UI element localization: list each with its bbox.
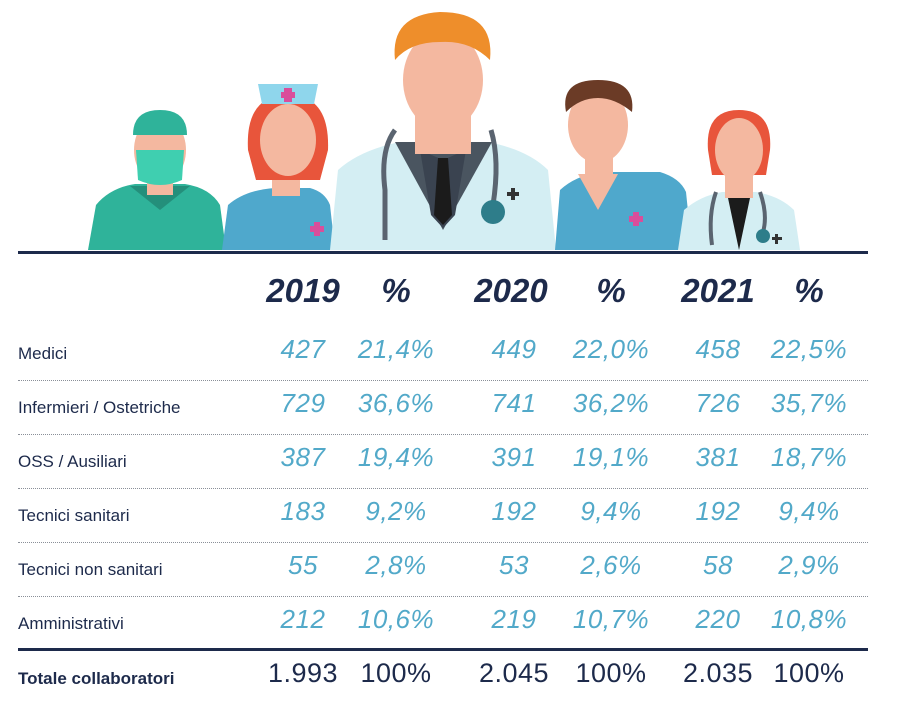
cell-2019-percent: 10,6% [357,604,435,634]
female-doctor-figure [678,110,800,250]
total-2021-percent: 100% [773,658,845,688]
table-row: Medici 427 21,4% 449 22,0% 458 22,5% [18,326,868,381]
cell-2019: 387 [280,442,326,472]
cell-2019-percent: 19,4% [357,442,435,472]
table-row: Amministrativi 212 10,6% 219 10,7% 220 1… [18,596,868,650]
table-row: Tecnici non sanitari 55 2,8% 53 2,6% 58 … [18,542,868,597]
total-2020: 2.045 [478,658,550,688]
cell-2021: 192 [695,496,741,526]
table-row: Infermieri / Ostetriche 729 36,6% 741 36… [18,380,868,435]
cell-2020-percent: 2,6% [580,550,642,580]
total-2019-percent: 100% [360,658,432,688]
total-label: Totale collaboratori [18,669,175,688]
cell-2021: 381 [695,442,741,472]
cell-2020: 449 [491,334,537,364]
cell-2020: 219 [491,604,537,634]
row-label: Tecnici non sanitari [18,560,163,579]
cell-2020: 192 [491,496,537,526]
total-2021: 2.035 [682,658,754,688]
cell-2020: 391 [491,442,537,472]
header-year-2020: 2020 [474,272,548,309]
cell-2021: 726 [695,388,741,418]
table-row: OSS / Ausiliari 387 19,4% 391 19,1% 381 … [18,434,868,489]
cell-2020-percent: 9,4% [580,496,642,526]
nurse-figure [222,84,335,250]
cell-2019: 55 [288,550,318,580]
doctor-figure [330,12,556,250]
cell-2019: 183 [280,496,326,526]
cell-2019-percent: 21,4% [357,334,435,364]
table-row: Tecnici sanitari 183 9,2% 192 9,4% 192 9… [18,488,868,543]
total-row: Totale collaboratori 1.993 100% 2.045 10… [18,652,868,706]
cell-2019: 427 [280,334,326,364]
cell-2020-percent: 22,0% [572,334,650,364]
row-label: Amministrativi [18,614,124,633]
cell-2021-percent: 22,5% [770,334,848,364]
total-2020-percent: 100% [575,658,647,688]
cell-2019: 212 [280,604,326,634]
cell-2020-percent: 36,2% [572,388,650,418]
cell-2020: 53 [499,550,529,580]
cell-2021-percent: 9,4% [778,496,840,526]
total-2019: 1.993 [267,658,339,688]
cell-2021-percent: 35,7% [770,388,848,418]
surgeon-figure [88,110,226,250]
header-year-2021: 2021 [681,272,755,309]
row-label: Tecnici sanitari [18,506,130,525]
header-percent-2019: % [381,272,411,309]
cell-2020: 741 [491,388,537,418]
cell-2021-percent: 2,9% [778,550,840,580]
cell-2019-percent: 2,8% [365,550,427,580]
row-label: OSS / Ausiliari [18,452,127,471]
cell-2021: 220 [695,604,741,634]
healthcare-staff-illustration [88,12,800,250]
row-label: Medici [18,344,68,363]
cell-2019-percent: 9,2% [365,496,427,526]
cell-2020-percent: 10,7% [572,604,650,634]
cell-2019-percent: 36,6% [357,388,435,418]
cell-2021: 58 [703,550,733,580]
male-nurse-figure [555,80,692,250]
cell-2021: 458 [695,334,741,364]
header-percent-2021: % [794,272,824,309]
cell-2020-percent: 19,1% [572,442,650,472]
header-year-2019: 2019 [266,272,340,309]
cell-2019: 729 [280,388,326,418]
cell-2021-percent: 18,7% [770,442,848,472]
row-label: Infermieri / Ostetriche [18,398,181,417]
table-top-rule [18,251,868,254]
cell-2021-percent: 10,8% [770,604,848,634]
table-total-rule [18,648,868,651]
header-percent-2020: % [596,272,626,309]
